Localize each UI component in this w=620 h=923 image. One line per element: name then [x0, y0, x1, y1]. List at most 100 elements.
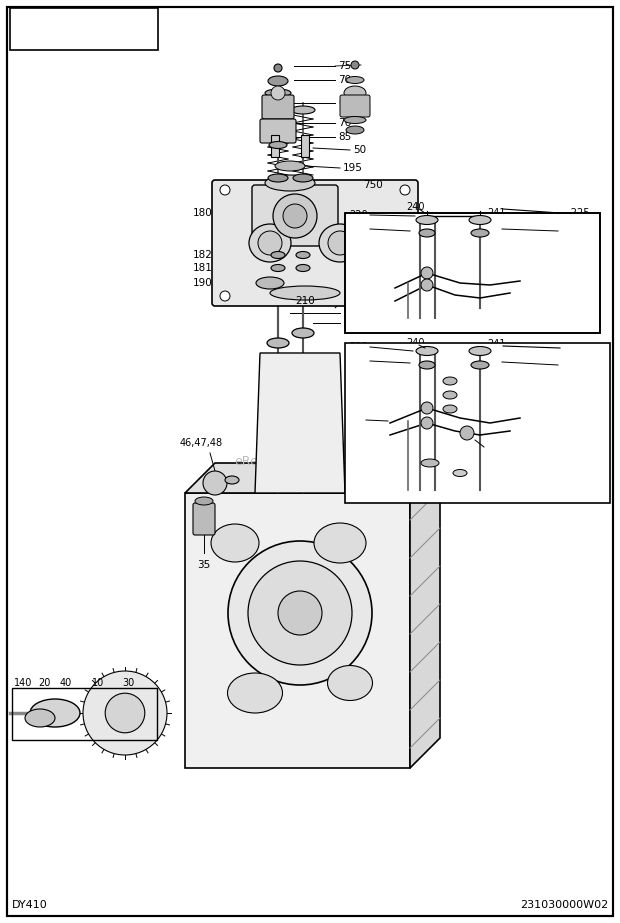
- Ellipse shape: [469, 215, 491, 224]
- Circle shape: [105, 693, 145, 733]
- Circle shape: [400, 185, 410, 195]
- FancyBboxPatch shape: [340, 95, 370, 117]
- Text: 190: 190: [193, 278, 213, 288]
- Ellipse shape: [275, 161, 305, 171]
- Bar: [12, 688, 157, 740]
- Ellipse shape: [346, 126, 364, 134]
- Text: 80: 80: [343, 318, 356, 328]
- Text: 181: 181: [193, 263, 213, 273]
- Bar: [301, 135, 309, 157]
- Ellipse shape: [346, 77, 364, 83]
- Text: 46,47,48: 46,47,48: [180, 438, 223, 448]
- Polygon shape: [410, 463, 440, 768]
- Text: 20: 20: [38, 678, 50, 688]
- Ellipse shape: [211, 524, 259, 562]
- Text: 230: 230: [349, 224, 368, 234]
- Ellipse shape: [416, 215, 438, 224]
- Text: 231: 231: [487, 355, 505, 365]
- Ellipse shape: [293, 174, 313, 182]
- Text: DY410: DY410: [12, 900, 48, 910]
- Text: 231: 231: [487, 222, 505, 232]
- Circle shape: [203, 471, 227, 495]
- Text: 175: 175: [435, 467, 454, 477]
- Ellipse shape: [291, 106, 315, 114]
- Text: 70: 70: [338, 75, 351, 85]
- Text: 750: 750: [363, 180, 383, 190]
- Circle shape: [373, 273, 383, 283]
- Ellipse shape: [265, 89, 291, 97]
- Bar: [345, 213, 600, 333]
- Circle shape: [421, 402, 433, 414]
- Text: 76: 76: [338, 118, 352, 128]
- Ellipse shape: [296, 251, 310, 258]
- Bar: [345, 343, 610, 503]
- FancyBboxPatch shape: [193, 503, 215, 535]
- Text: 30: 30: [122, 678, 135, 688]
- Ellipse shape: [314, 523, 366, 563]
- Circle shape: [220, 185, 230, 195]
- Text: eReplacementParts.com: eReplacementParts.com: [234, 454, 386, 468]
- Circle shape: [373, 258, 383, 268]
- FancyBboxPatch shape: [262, 95, 294, 119]
- Ellipse shape: [471, 361, 489, 369]
- Text: 140: 140: [14, 678, 32, 688]
- Text: 40: 40: [60, 678, 73, 688]
- Bar: [345, 213, 600, 333]
- Circle shape: [460, 426, 474, 440]
- Circle shape: [400, 291, 410, 301]
- Ellipse shape: [268, 76, 288, 86]
- Text: 50: 50: [353, 145, 366, 155]
- Ellipse shape: [419, 361, 435, 369]
- Ellipse shape: [319, 224, 361, 262]
- Ellipse shape: [265, 175, 315, 191]
- Circle shape: [220, 291, 230, 301]
- Ellipse shape: [421, 459, 439, 467]
- Ellipse shape: [269, 141, 287, 149]
- Text: 185: 185: [367, 290, 387, 300]
- Ellipse shape: [344, 116, 366, 124]
- Text: 60: 60: [338, 98, 351, 108]
- Circle shape: [258, 231, 282, 255]
- Text: 195: 195: [343, 163, 363, 173]
- Text: —225: —225: [562, 208, 590, 218]
- Ellipse shape: [228, 673, 283, 713]
- Circle shape: [351, 61, 359, 69]
- Ellipse shape: [30, 699, 80, 727]
- Text: 240: 240: [406, 202, 425, 212]
- Ellipse shape: [268, 174, 288, 182]
- Circle shape: [470, 275, 486, 291]
- Ellipse shape: [25, 709, 55, 727]
- Text: 210: 210: [295, 296, 315, 306]
- Polygon shape: [255, 353, 345, 493]
- Ellipse shape: [443, 391, 457, 399]
- Polygon shape: [185, 493, 410, 768]
- Text: 230: 230: [349, 356, 368, 366]
- Ellipse shape: [453, 470, 467, 476]
- Circle shape: [83, 671, 167, 755]
- Ellipse shape: [443, 405, 457, 413]
- Circle shape: [248, 561, 352, 665]
- Text: 210: 210: [349, 415, 368, 425]
- Text: 240: 240: [406, 338, 425, 348]
- Ellipse shape: [443, 377, 457, 385]
- Text: 220: 220: [349, 342, 368, 352]
- FancyBboxPatch shape: [260, 119, 296, 143]
- Ellipse shape: [271, 265, 285, 271]
- Text: 35: 35: [197, 560, 211, 570]
- Text: 200: 200: [489, 446, 508, 456]
- Circle shape: [283, 204, 307, 228]
- Ellipse shape: [292, 328, 314, 338]
- Circle shape: [273, 194, 317, 238]
- Circle shape: [274, 64, 282, 72]
- Bar: [10, 8, 158, 50]
- Circle shape: [421, 417, 433, 429]
- Circle shape: [228, 541, 372, 685]
- FancyBboxPatch shape: [212, 180, 418, 306]
- Ellipse shape: [296, 265, 310, 271]
- Text: 176: 176: [465, 478, 484, 488]
- Polygon shape: [185, 463, 440, 493]
- Ellipse shape: [267, 338, 289, 348]
- Ellipse shape: [344, 86, 366, 100]
- Text: 90: 90: [343, 308, 356, 318]
- Text: 241: 241: [487, 339, 505, 349]
